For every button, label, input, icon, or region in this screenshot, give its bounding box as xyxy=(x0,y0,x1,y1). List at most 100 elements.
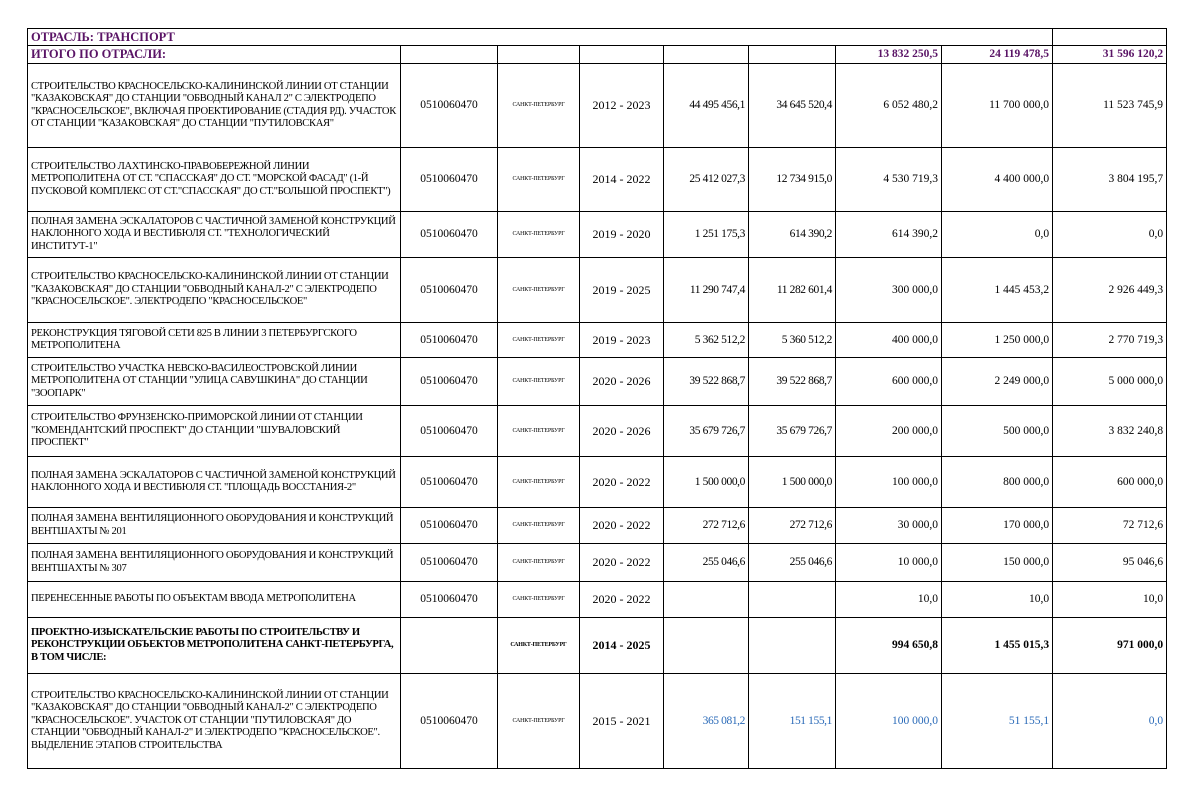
remaining-cost: 35 679 726,7 xyxy=(748,405,836,457)
amount-year-3: 600 000,0 xyxy=(1052,456,1168,508)
amount-year-2: 1 250 000,0 xyxy=(940,322,1054,358)
project-description: ПОЛНАЯ ЗАМЕНА ВЕНТИЛЯЦИОННОГО ОБОРУДОВАН… xyxy=(27,507,401,544)
budget-code: 0510060470 xyxy=(400,405,498,457)
estimated-cost: 25 412 027,3 xyxy=(663,147,749,212)
estimated-cost xyxy=(663,581,749,618)
estimated-cost: 1 500 000,0 xyxy=(663,456,749,508)
total-row: ИТОГО ПО ОТРАСЛИ: 13 832 250,5 24 119 47… xyxy=(27,45,1168,64)
table-row: ПОЛНАЯ ЗАМЕНА ЭСКАЛАТОРОВ С ЧАСТИЧНОЙ ЗА… xyxy=(27,456,1168,508)
amount-year-2: 1 455 015,3 xyxy=(940,617,1054,674)
table-row: ПОЛНАЯ ЗАМЕНА ВЕНТИЛЯЦИОННОГО ОБОРУДОВАН… xyxy=(27,507,1168,544)
budget-code: 0510060470 xyxy=(400,211,498,258)
sector-label: ОТРАСЛЬ: ТРАНСПОРТ xyxy=(26,28,1054,46)
remaining-cost: 151 155,1 xyxy=(748,673,836,769)
estimated-cost: 255 046,6 xyxy=(663,543,749,582)
amount-year-3: 95 046,6 xyxy=(1052,543,1168,582)
table-row: РЕКОНСТРУКЦИЯ ТЯГОВОЙ СЕТИ 825 В ЛИНИИ 3… xyxy=(27,322,1168,358)
project-description: ПЕРЕНЕСЕННЫЕ РАБОТЫ ПО ОБЪЕКТАМ ВВОДА МЕ… xyxy=(27,581,401,618)
years-period: 2015 - 2021 xyxy=(579,673,664,769)
remaining-cost: 11 282 601,4 xyxy=(748,257,836,323)
total-value-3: 31 596 120,2 xyxy=(1052,45,1168,64)
project-description: СТРОИТЕЛЬСТВО КРАСНОСЕЛЬСКО-КАЛИНИНСКОЙ … xyxy=(27,63,401,148)
amount-year-2: 170 000,0 xyxy=(940,507,1054,544)
city: САНКТ-ПЕТЕРБУРГ xyxy=(497,405,580,457)
table-row: СТРОИТЕЛЬСТВО КРАСНОСЕЛЬСКО-КАЛИНИНСКОЙ … xyxy=(27,673,1168,769)
remaining-cost: 5 360 512,2 xyxy=(748,322,836,358)
amount-year-3: 11 523 745,9 xyxy=(1052,63,1168,148)
amount-year-3: 3 804 195,7 xyxy=(1052,147,1168,212)
amount-year-1: 614 390,2 xyxy=(835,211,942,258)
total-label: ИТОГО ПО ОТРАСЛИ: xyxy=(27,45,401,64)
table-row: СТРОИТЕЛЬСТВО КРАСНОСЕЛЬСКО-КАЛИНИНСКОЙ … xyxy=(27,63,1168,148)
remaining-cost xyxy=(748,617,836,674)
years-period: 2020 - 2026 xyxy=(579,357,664,406)
amount-year-2: 51 155,1 xyxy=(940,673,1054,769)
total-value-2: 24 119 478,5 xyxy=(940,45,1054,64)
amount-year-2: 11 700 000,0 xyxy=(940,63,1054,148)
amount-year-2: 2 249 000,0 xyxy=(940,357,1054,406)
table-row: СТРОИТЕЛЬСТВО ФРУНЗЕНСКО-ПРИМОРСКОЙ ЛИНИ… xyxy=(27,405,1168,457)
amount-year-2: 4 400 000,0 xyxy=(940,147,1054,212)
years-period: 2020 - 2022 xyxy=(579,456,664,508)
amount-year-1: 10,0 xyxy=(835,581,942,618)
years-period: 2014 - 2022 xyxy=(579,147,664,212)
empty-cell xyxy=(1052,28,1168,46)
table-row: СТРОИТЕЛЬСТВО УЧАСТКА НЕВСКО-ВАСИЛЕОСТРО… xyxy=(27,357,1168,406)
budget-code: 0510060470 xyxy=(400,147,498,212)
empty-cell xyxy=(748,45,836,64)
estimated-cost: 365 081,2 xyxy=(663,673,749,769)
estimated-cost: 272 712,6 xyxy=(663,507,749,544)
table-row: ПРОЕКТНО-ИЗЫСКАТЕЛЬСКИЕ РАБОТЫ ПО СТРОИТ… xyxy=(27,617,1168,674)
remaining-cost: 12 734 915,0 xyxy=(748,147,836,212)
amount-year-1: 600 000,0 xyxy=(835,357,942,406)
amount-year-1: 6 052 480,2 xyxy=(835,63,942,148)
amount-year-1: 100 000,0 xyxy=(835,673,942,769)
amount-year-3: 5 000 000,0 xyxy=(1052,357,1168,406)
budget-code xyxy=(400,617,498,674)
project-description: СТРОИТЕЛЬСТВО КРАСНОСЕЛЬСКО-КАЛИНИНСКОЙ … xyxy=(27,257,401,323)
city: САНКТ-ПЕТЕРБУРГ xyxy=(497,63,580,148)
remaining-cost xyxy=(748,581,836,618)
amount-year-3: 2 926 449,3 xyxy=(1052,257,1168,323)
years-period: 2019 - 2020 xyxy=(579,211,664,258)
remaining-cost: 1 500 000,0 xyxy=(748,456,836,508)
amount-year-1: 30 000,0 xyxy=(835,507,942,544)
amount-year-2: 500 000,0 xyxy=(940,405,1054,457)
budget-code: 0510060470 xyxy=(400,507,498,544)
city: САНКТ-ПЕТЕРБУРГ xyxy=(497,543,580,582)
remaining-cost: 614 390,2 xyxy=(748,211,836,258)
remaining-cost: 255 046,6 xyxy=(748,543,836,582)
amount-year-1: 200 000,0 xyxy=(835,405,942,457)
amount-year-2: 800 000,0 xyxy=(940,456,1054,508)
amount-year-3: 971 000,0 xyxy=(1052,617,1168,674)
sector-row: ОТРАСЛЬ: ТРАНСПОРТ xyxy=(26,28,1168,46)
years-period: 2020 - 2022 xyxy=(579,543,664,582)
estimated-cost: 1 251 175,3 xyxy=(663,211,749,258)
budget-code: 0510060470 xyxy=(400,543,498,582)
amount-year-1: 4 530 719,3 xyxy=(835,147,942,212)
project-description: СТРОИТЕЛЬСТВО ЛАХТИНСКО-ПРАВОБЕРЕЖНОЙ ЛИ… xyxy=(27,147,401,212)
amount-year-2: 150 000,0 xyxy=(940,543,1054,582)
remaining-cost: 34 645 520,4 xyxy=(748,63,836,148)
amount-year-1: 994 650,8 xyxy=(835,617,942,674)
total-value-1: 13 832 250,5 xyxy=(835,45,942,64)
estimated-cost: 44 495 456,1 xyxy=(663,63,749,148)
budget-code: 0510060470 xyxy=(400,456,498,508)
project-description: СТРОИТЕЛЬСТВО КРАСНОСЕЛЬСКО-КАЛИНИНСКОЙ … xyxy=(27,673,401,769)
empty-cell xyxy=(663,45,749,64)
empty-cell xyxy=(579,45,664,64)
amount-year-2: 1 445 453,2 xyxy=(940,257,1054,323)
amount-year-3: 2 770 719,3 xyxy=(1052,322,1168,358)
city: САНКТ-ПЕТЕРБУРГ xyxy=(497,581,580,618)
amount-year-2: 0,0 xyxy=(940,211,1054,258)
amount-year-1: 100 000,0 xyxy=(835,456,942,508)
city: САНКТ-ПЕТЕРБУРГ xyxy=(497,357,580,406)
remaining-cost: 39 522 868,7 xyxy=(748,357,836,406)
project-description: РЕКОНСТРУКЦИЯ ТЯГОВОЙ СЕТИ 825 В ЛИНИИ 3… xyxy=(27,322,401,358)
project-description: ПОЛНАЯ ЗАМЕНА ВЕНТИЛЯЦИОННОГО ОБОРУДОВАН… xyxy=(27,543,401,582)
project-description: ПОЛНАЯ ЗАМЕНА ЭСКАЛАТОРОВ С ЧАСТИЧНОЙ ЗА… xyxy=(27,211,401,258)
amount-year-3: 0,0 xyxy=(1052,673,1168,769)
budget-code: 0510060470 xyxy=(400,581,498,618)
city: САНКТ-ПЕТЕРБУРГ xyxy=(497,211,580,258)
city: САНКТ-ПЕТЕРБУРГ xyxy=(497,322,580,358)
